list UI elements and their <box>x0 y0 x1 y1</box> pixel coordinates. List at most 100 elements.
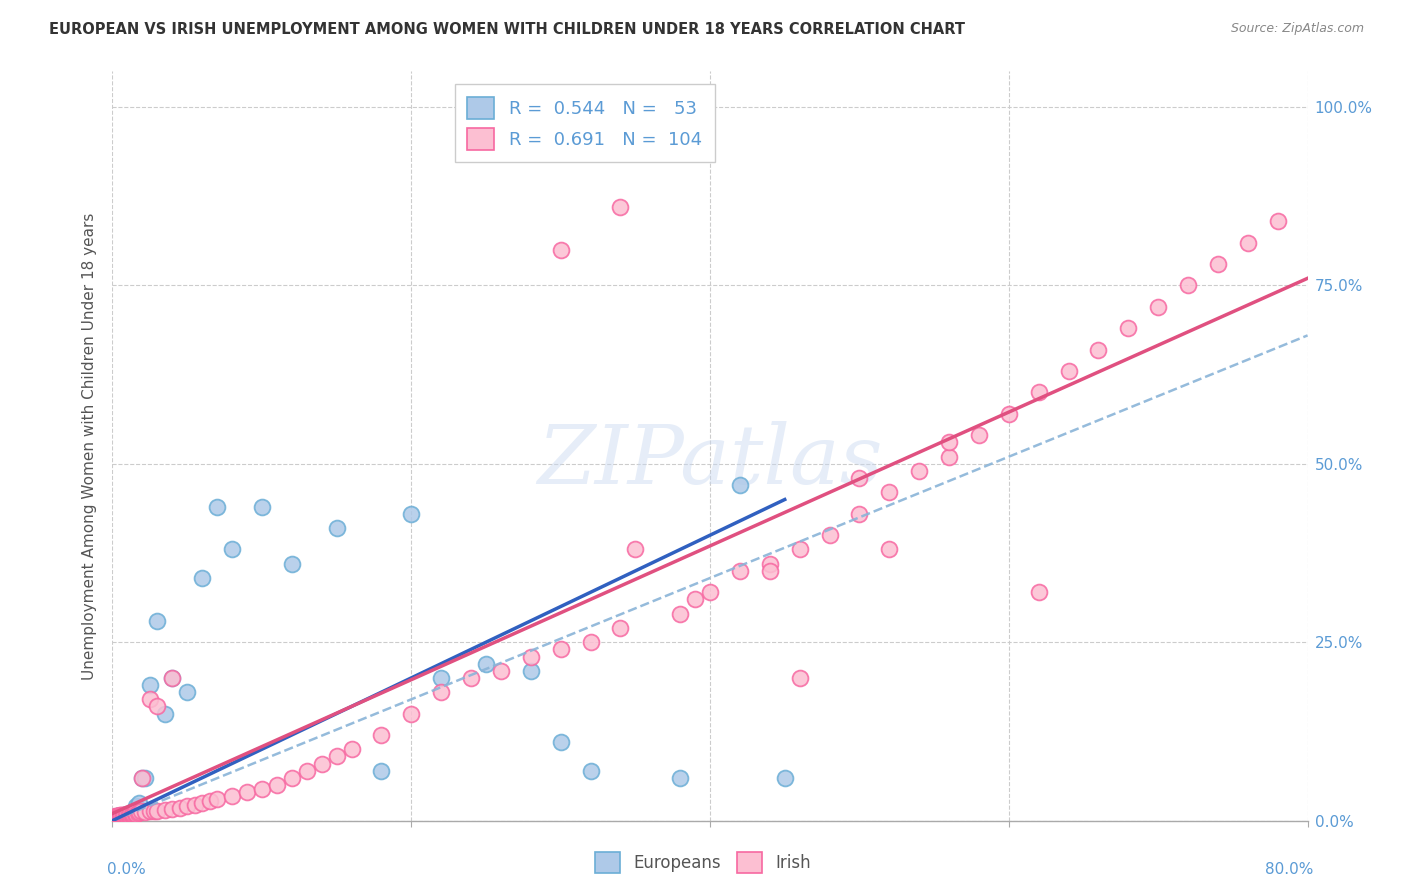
Point <box>153 706 176 721</box>
Point <box>111 808 134 822</box>
Point <box>118 808 141 822</box>
Point <box>108 809 131 823</box>
Point <box>104 810 127 824</box>
Point <box>115 808 138 822</box>
Point <box>520 664 543 678</box>
Point <box>624 542 647 557</box>
Point <box>114 808 135 822</box>
Point <box>114 808 135 822</box>
Point <box>131 771 153 785</box>
Point <box>773 771 796 785</box>
Point <box>124 803 146 817</box>
Point <box>295 764 318 778</box>
Point <box>401 706 423 721</box>
Point <box>221 789 243 803</box>
Point <box>139 678 162 692</box>
Point <box>579 764 602 778</box>
Point <box>134 771 156 785</box>
Point <box>107 809 129 823</box>
Legend: R =  0.544   N =   53, R =  0.691   N =  104: R = 0.544 N = 53, R = 0.691 N = 104 <box>454 84 714 162</box>
Point <box>107 810 129 824</box>
Y-axis label: Unemployment Among Women with Children Under 18 years: Unemployment Among Women with Children U… <box>82 212 97 680</box>
Point <box>107 808 129 822</box>
Point <box>104 810 127 824</box>
Point <box>609 621 631 635</box>
Point <box>401 507 423 521</box>
Point <box>105 809 128 823</box>
Point <box>118 807 141 822</box>
Point <box>818 528 841 542</box>
Point <box>430 671 453 685</box>
Point <box>125 806 148 821</box>
Point <box>105 810 128 824</box>
Point <box>120 808 142 822</box>
Point <box>108 810 131 824</box>
Point <box>108 809 131 823</box>
Point <box>489 664 512 678</box>
Point <box>121 806 143 821</box>
Point <box>609 200 631 214</box>
Point <box>162 802 183 816</box>
Point <box>117 809 139 823</box>
Text: Source: ZipAtlas.com: Source: ZipAtlas.com <box>1230 22 1364 36</box>
Point <box>117 808 139 822</box>
Point <box>117 807 139 822</box>
Point <box>108 808 131 822</box>
Point <box>117 807 139 822</box>
Point <box>205 792 228 806</box>
Point <box>146 804 169 818</box>
Point <box>128 796 150 810</box>
Point <box>1177 278 1199 293</box>
Text: 0.0%: 0.0% <box>107 862 145 877</box>
Point <box>114 808 135 822</box>
Point <box>107 809 129 823</box>
Point <box>1147 300 1170 314</box>
Point <box>789 671 811 685</box>
Point <box>325 749 347 764</box>
Point <box>146 614 169 628</box>
Point <box>176 685 198 699</box>
Point <box>120 808 142 822</box>
Point <box>115 808 138 822</box>
Point <box>110 810 132 824</box>
Point <box>550 735 572 749</box>
Point <box>1237 235 1260 250</box>
Text: 80.0%: 80.0% <box>1265 862 1313 877</box>
Point <box>110 809 132 823</box>
Point <box>998 407 1021 421</box>
Point <box>1057 364 1080 378</box>
Point <box>143 804 166 818</box>
Point <box>122 806 145 821</box>
Point <box>108 808 131 822</box>
Point <box>191 796 214 810</box>
Point <box>111 808 134 822</box>
Point <box>250 500 273 514</box>
Point <box>105 808 128 822</box>
Point <box>117 808 139 822</box>
Point <box>250 781 273 796</box>
Point <box>108 808 131 822</box>
Point <box>191 571 214 585</box>
Point <box>110 809 132 823</box>
Legend: Europeans, Irish: Europeans, Irish <box>588 846 818 880</box>
Point <box>370 764 392 778</box>
Point <box>110 808 132 822</box>
Point <box>105 809 128 823</box>
Point <box>281 771 304 785</box>
Point <box>879 542 901 557</box>
Point <box>759 564 782 578</box>
Point <box>908 464 931 478</box>
Point <box>162 671 183 685</box>
Point <box>139 805 162 819</box>
Point <box>129 805 152 819</box>
Point <box>1087 343 1109 357</box>
Point <box>848 471 870 485</box>
Point <box>550 642 572 657</box>
Point <box>879 485 901 500</box>
Point <box>669 607 692 621</box>
Point <box>475 657 498 671</box>
Point <box>115 808 138 822</box>
Point <box>579 635 602 649</box>
Point <box>139 692 162 706</box>
Point <box>134 805 156 819</box>
